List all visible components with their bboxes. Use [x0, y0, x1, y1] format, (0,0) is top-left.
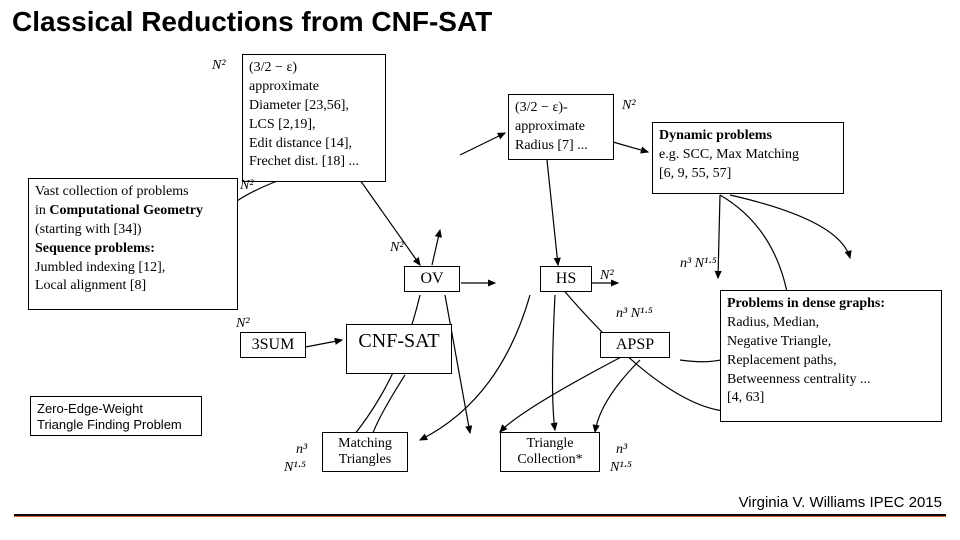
complexity-label: n³ N¹·⁵ — [680, 256, 717, 272]
complexity-label: n³ — [296, 442, 307, 458]
node-hs: HS — [540, 266, 592, 292]
box-dynamic-problems: Dynamic problemse.g. SCC, Max Matching[6… — [652, 122, 844, 194]
node-3sum: 3SUM — [240, 332, 306, 358]
slide-title: Classical Reductions from CNF-SAT — [12, 6, 492, 38]
node-apsp: APSP — [600, 332, 670, 358]
node-matching-triangles: MatchingTriangles — [322, 432, 408, 472]
node-ov: OV — [404, 266, 460, 292]
complexity-label: N¹·⁵ — [284, 460, 306, 476]
complexity-label: n³ — [616, 442, 627, 458]
box-cnf-sat: CNF-SAT — [346, 324, 452, 374]
complexity-label: N² — [622, 98, 636, 114]
box-computational-geometry: Vast collection of problemsin Computatio… — [28, 178, 238, 310]
slide-root: Classical Reductions from CNF-SAT (3/2 −… — [0, 0, 960, 540]
complexity-label: N² — [236, 316, 250, 332]
complexity-label: N² — [212, 58, 226, 74]
box-diameter: (3/2 − ε)approximateDiameter [23,56],LCS… — [242, 54, 386, 182]
complexity-label: n³ N¹·⁵ — [616, 306, 653, 322]
complexity-label: N² — [240, 178, 254, 194]
complexity-label: N² — [600, 268, 614, 284]
complexity-label: N² — [390, 240, 404, 256]
complexity-label: N¹·⁵ — [610, 460, 632, 476]
footer-line — [14, 514, 946, 517]
box-dense-graphs: Problems in dense graphs:Radius, Median,… — [720, 290, 942, 422]
box-radius: (3/2 − ε)-approximateRadius [7] ... — [508, 94, 614, 160]
box-zero-edge-weight: Zero-Edge-WeightTriangle Finding Problem — [30, 396, 202, 436]
node-triangle-collection: TriangleCollection* — [500, 432, 600, 472]
footer-credit: Virginia V. Williams IPEC 2015 — [739, 494, 942, 511]
